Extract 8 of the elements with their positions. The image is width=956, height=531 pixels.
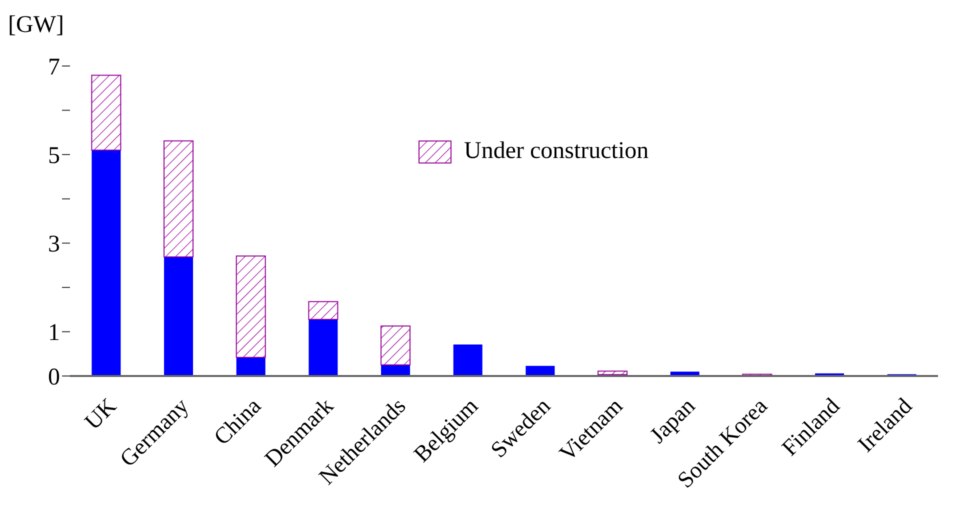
x-tick-label: UK: [80, 392, 122, 434]
y-tick-label: 1: [48, 320, 60, 346]
y-tick-label: 0: [48, 364, 60, 391]
y-tick-label: 7: [48, 54, 60, 81]
y-axis-title: [GW]: [8, 12, 64, 39]
legend-label: Under construction: [464, 138, 649, 165]
y-tick-label: 5: [48, 143, 60, 170]
y-tick-label: 3: [48, 232, 60, 258]
